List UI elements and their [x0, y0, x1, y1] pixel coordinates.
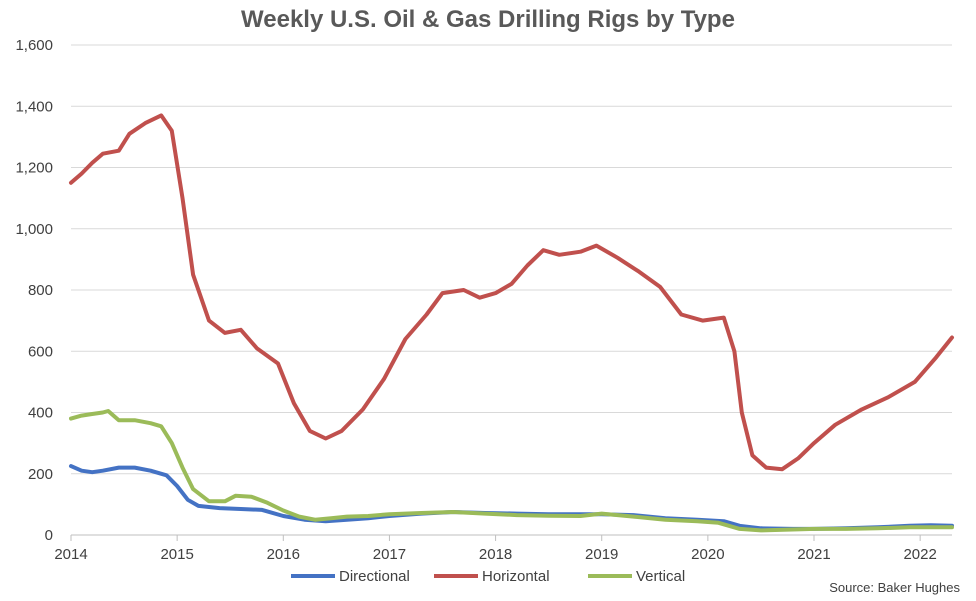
chart-title: Weekly U.S. Oil & Gas Drilling Rigs by T… — [241, 6, 735, 33]
y-tick-label: 1,000 — [15, 221, 53, 238]
x-tick-label: 2019 — [585, 546, 618, 563]
y-tick-label: 1,400 — [15, 98, 53, 115]
x-tick-label: 2022 — [903, 546, 936, 563]
y-tick-label: 1,600 — [15, 37, 53, 54]
legend-label-directional: Directional — [339, 568, 410, 585]
y-tick-label: 800 — [28, 282, 53, 299]
series-line-vertical — [69, 409, 954, 533]
y-tick-label: 200 — [28, 466, 53, 483]
x-tick-label: 2014 — [54, 546, 87, 563]
series-line-horizontal — [69, 113, 954, 472]
x-tick-label: 2017 — [373, 546, 406, 563]
x-tick-label: 2016 — [267, 546, 300, 563]
series-lines — [69, 113, 954, 533]
y-tick-label: 1,200 — [15, 160, 53, 177]
source-label: Source: Baker Hughes — [829, 580, 960, 595]
y-tick-label: 0 — [45, 527, 53, 544]
y-tick-label: 600 — [28, 343, 53, 360]
legend-label-vertical: Vertical — [636, 568, 685, 585]
x-tick-label: 2021 — [797, 546, 830, 563]
x-tick-label: 2020 — [691, 546, 724, 563]
legend: Directional Horizontal Vertical — [291, 568, 685, 585]
y-tick-label: 400 — [28, 405, 53, 422]
x-tick-label: 2015 — [160, 546, 193, 563]
legend-label-horizontal: Horizontal — [482, 568, 550, 585]
x-tick-label: 2018 — [479, 546, 512, 563]
axes: 0 200 400 600 800 1,000 1,200 1,400 1,600 2014 201… — [15, 37, 952, 563]
grid-lines — [71, 44, 952, 475]
